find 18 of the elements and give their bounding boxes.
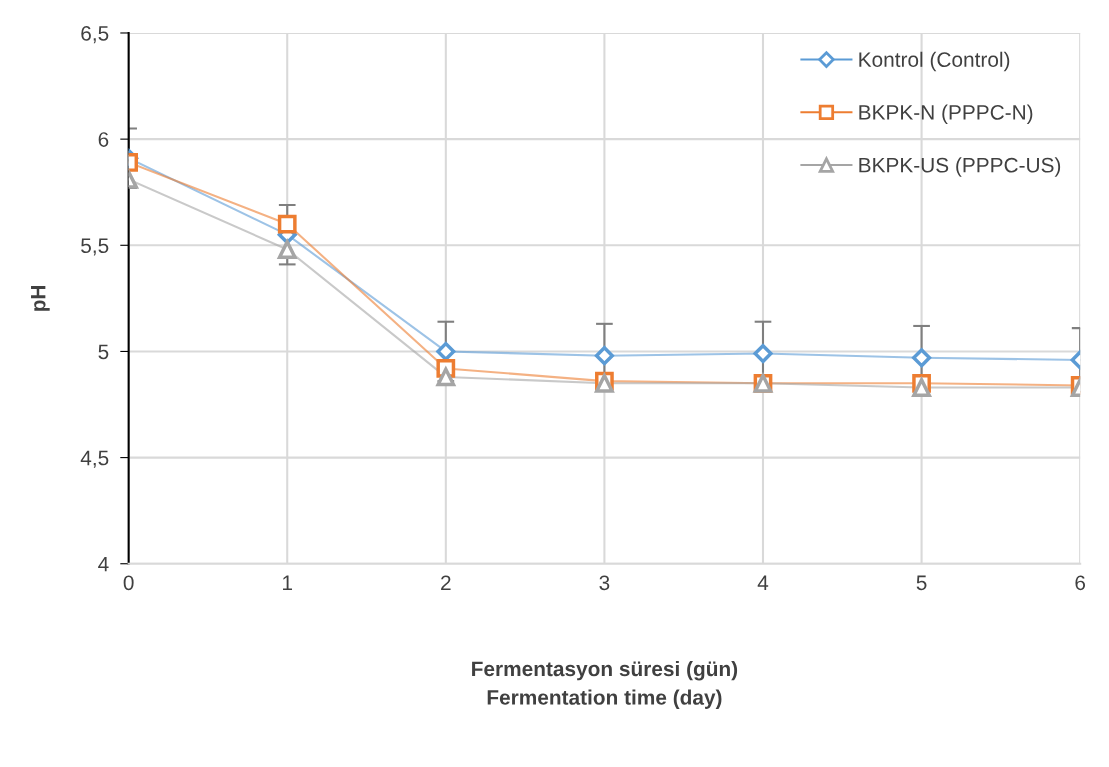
y-tick-label: 5 — [98, 344, 109, 360]
y-tick-label: 4 — [98, 556, 109, 572]
y-axis-title: pH — [31, 285, 50, 311]
x-tick-label: 1 — [283, 575, 293, 590]
legend-label: BKPK-N (PPPC-N) — [859, 104, 1033, 124]
y-tick-label: 4,5 — [80, 450, 109, 468]
x-tick-label: 6 — [1075, 575, 1086, 591]
y-tick-label: 6,5 — [81, 25, 109, 44]
x-tick-label: 4 — [757, 575, 769, 590]
legend-label: BKPK-US (PPPC-US) — [859, 157, 1061, 177]
x-axis-title: Fermentasyon süresi (gün) Fermentation time (day) — [472, 660, 738, 709]
y-tick-label: 5,5 — [81, 238, 109, 256]
legend-label: Kontrol (Control) — [859, 51, 1010, 72]
x-tick-label: 3 — [599, 575, 610, 591]
x-tick-label: 0 — [123, 575, 134, 591]
y-tick-label: 6 — [98, 132, 109, 147]
x-tick-label: 5 — [916, 575, 927, 591]
x-tick-label: 2 — [441, 575, 451, 590]
